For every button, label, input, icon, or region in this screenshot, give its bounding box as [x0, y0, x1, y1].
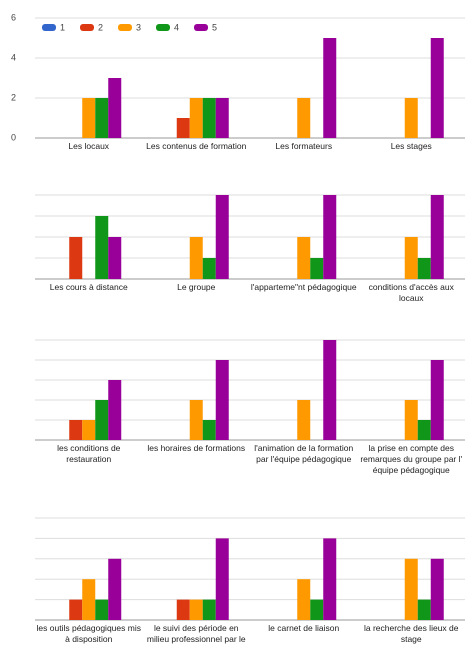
y-tick-label: 2 [11, 92, 16, 102]
bar [404, 237, 418, 279]
bar [108, 558, 122, 620]
x-tick-label: les outils pédagogiques mis à dispositio… [36, 623, 141, 644]
bar [417, 599, 431, 620]
bar [202, 98, 216, 138]
bar [297, 237, 311, 279]
x-tick-label: l'animation de la formation par l'équipe… [254, 443, 354, 464]
legend-swatch [42, 24, 56, 31]
bar [189, 237, 203, 279]
bar [176, 599, 190, 620]
legend-label: 1 [60, 22, 65, 32]
bar [108, 380, 122, 440]
bar [108, 78, 122, 138]
y-tick-label: 6 [11, 12, 16, 22]
bar [297, 400, 311, 440]
bar [95, 216, 109, 279]
bar [430, 558, 444, 620]
y-tick-label: 0 [11, 132, 16, 142]
legend-swatch [194, 24, 208, 31]
bar [82, 420, 96, 440]
x-tick-label: conditions d'accès aux locaux [368, 282, 454, 303]
bar [69, 420, 83, 440]
legend-label: 2 [98, 22, 103, 32]
bar [430, 195, 444, 279]
x-tick-label: l'apparteme"nt pédagogique [250, 282, 357, 292]
legend-swatch [80, 24, 94, 31]
bar [215, 98, 229, 138]
bar [417, 258, 431, 279]
bar [323, 195, 337, 279]
bar [95, 400, 109, 440]
bar [108, 237, 122, 279]
x-tick-label: la prise en compte des remarques du grou… [360, 443, 463, 475]
bar [95, 599, 109, 620]
bar [189, 98, 203, 138]
bar [417, 420, 431, 440]
bar [69, 599, 83, 620]
x-tick-label: les conditions de restauration [57, 443, 121, 464]
x-tick-label: Les formateurs [275, 141, 333, 151]
bar [189, 599, 203, 620]
bar [215, 195, 229, 279]
x-tick-label: Les locaux [68, 141, 110, 151]
legend-label: 4 [174, 22, 179, 32]
legend-swatch [156, 24, 170, 31]
x-tick-label: Les cours à distance [49, 282, 128, 292]
x-tick-label: le suivi des période en milieu professio… [146, 623, 246, 644]
bar [82, 579, 96, 620]
bar [202, 599, 216, 620]
bar [430, 38, 444, 138]
x-tick-label: Les stages [390, 141, 432, 151]
bar [323, 38, 337, 138]
x-tick-label: Les contenus de formation [146, 141, 247, 151]
bar [404, 400, 418, 440]
legend-label: 5 [212, 22, 217, 32]
bar [82, 98, 96, 138]
x-tick-label: les horaires de formations [147, 443, 246, 453]
bar [189, 400, 203, 440]
bar [404, 558, 418, 620]
bar [95, 98, 109, 138]
x-tick-label: le carnet de liaison [268, 623, 340, 633]
bar [69, 237, 83, 279]
bar [176, 118, 190, 138]
bar [323, 538, 337, 620]
bar [323, 340, 337, 440]
bar [215, 360, 229, 440]
bar [297, 98, 311, 138]
bar [310, 599, 324, 620]
bar [215, 538, 229, 620]
bar [430, 360, 444, 440]
x-tick-label: Le groupe [177, 282, 216, 292]
bar [202, 258, 216, 279]
bar [297, 579, 311, 620]
legend-swatch [118, 24, 132, 31]
legend-label: 3 [136, 22, 141, 32]
bar [404, 98, 418, 138]
x-tick-label: la recherche des lieux de stage [363, 623, 459, 644]
bar [310, 258, 324, 279]
bar [202, 420, 216, 440]
y-tick-label: 4 [11, 52, 16, 62]
